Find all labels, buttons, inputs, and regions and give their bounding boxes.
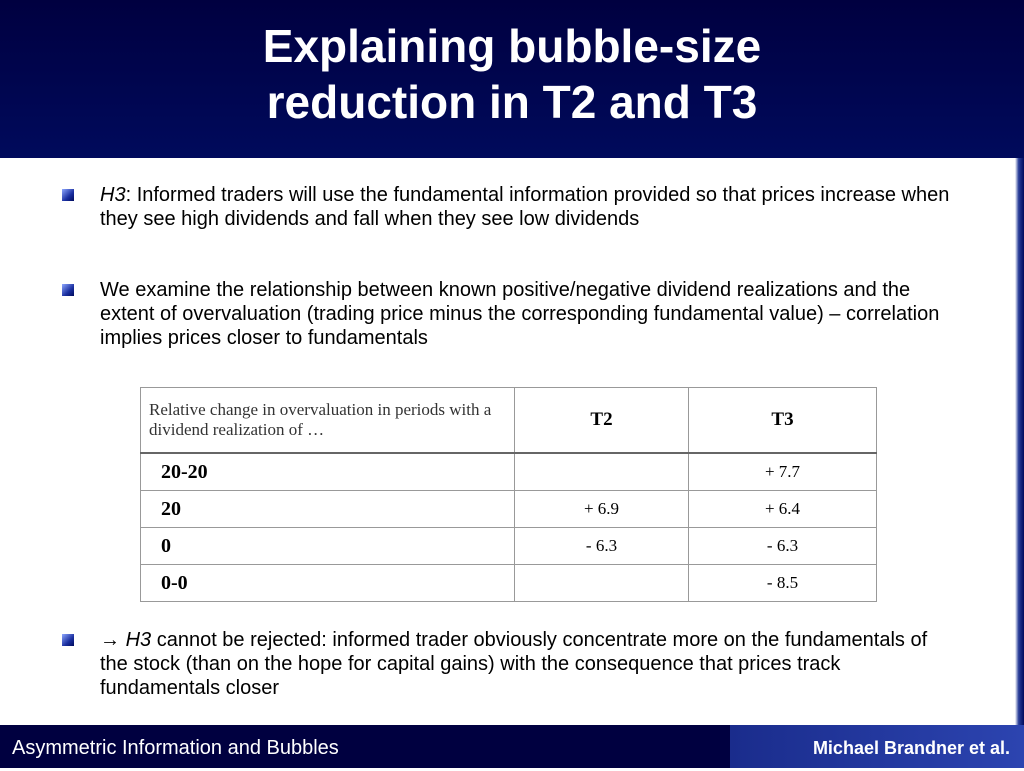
table-row: 0- 6.3- 6.3	[140, 527, 877, 565]
bullet-icon	[62, 634, 74, 646]
table-header: Relative change in overvaluation in peri…	[140, 387, 877, 454]
header-cell: Relative change in overvaluation in peri…	[140, 387, 515, 454]
title-line: Explaining bubble-size	[262, 20, 762, 72]
bullet-text: : Informed traders will use the fundamen…	[100, 184, 950, 230]
table-row: 20 + 6.9 + 6.4	[140, 490, 877, 528]
value-cell	[514, 564, 689, 602]
value-cell	[514, 452, 689, 491]
header-cell: T3	[688, 387, 877, 454]
bullet-icon	[62, 284, 74, 296]
value-cell: + 6.9	[514, 490, 689, 528]
data-table: Relative change in overvaluation in peri…	[140, 387, 877, 602]
row-label: 20-20	[140, 452, 515, 491]
bullet-text: We examine the relationship between know…	[100, 279, 940, 349]
value-cell: + 7.7	[688, 452, 877, 491]
value-cell: + 6.4	[688, 490, 877, 528]
bullet: H3: Informed traders will use the fundam…	[62, 183, 960, 231]
row-label: 0	[140, 527, 515, 565]
bullet-text: cannot be rejected: informed trader obvi…	[100, 629, 928, 699]
bullet: We examine the relationship between know…	[62, 278, 960, 350]
bullet-label: H3	[125, 629, 152, 651]
title-line: reduction in T2 and T3	[266, 76, 758, 128]
bullet: → H3 cannot be rejected: informed trader…	[62, 628, 960, 700]
row-label: 0-0	[140, 564, 515, 602]
footer-left: Asymmetric Information and Bubbles	[0, 725, 730, 768]
value-cell: - 6.3	[514, 527, 689, 565]
table-row: 0-0 - 8.5	[140, 564, 877, 602]
table-body: 20-20 + 7.7 20 + 6.9 + 6.4 0- 6.3- 6.3 0-0- 8.…	[140, 452, 877, 602]
bullet-icon	[62, 189, 74, 201]
value-cell: - 8.5	[688, 564, 877, 602]
header-cell: T2	[514, 387, 689, 454]
bullet-arrow: →	[100, 629, 120, 651]
bullet-label: H3	[100, 184, 126, 206]
footer-right: Michael Brandner et al.	[730, 725, 1024, 768]
header: Explaining bubble-size reduction in T2 a…	[0, 0, 1024, 158]
row-label: 20	[140, 490, 515, 528]
table-row: 20-20 + 7.7	[140, 452, 877, 491]
side-strip	[1015, 158, 1024, 725]
value-cell: - 6.3	[688, 527, 877, 565]
